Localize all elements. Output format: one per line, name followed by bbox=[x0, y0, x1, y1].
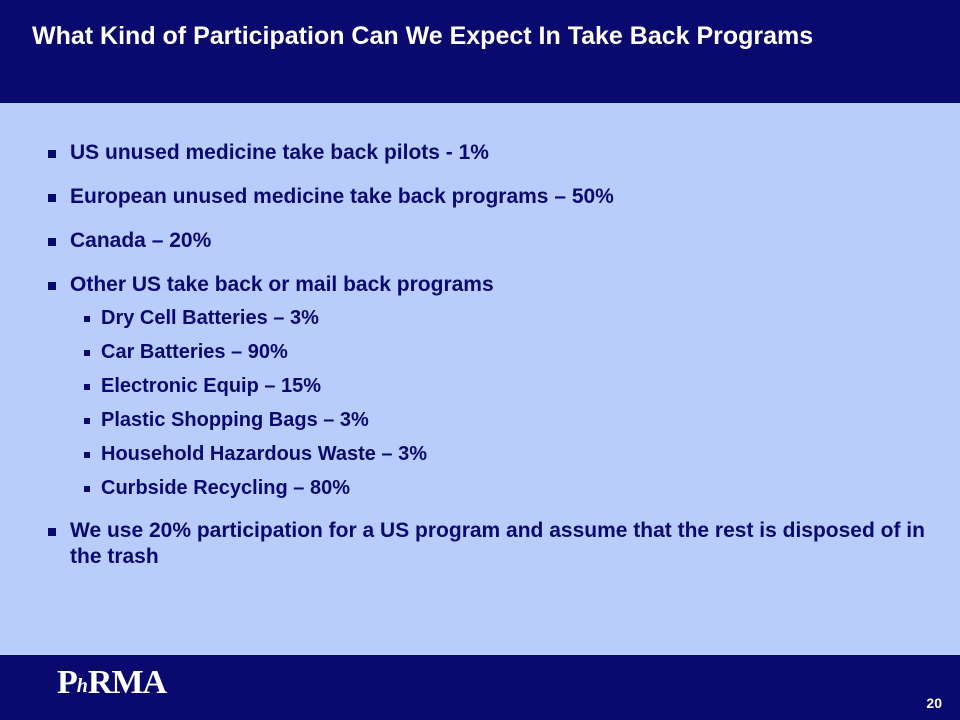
sub-bullet-text: Plastic Shopping Bags – 3% bbox=[101, 409, 369, 431]
sub-bullet-text: Curbside Recycling – 80% bbox=[101, 477, 350, 499]
square-bullet-icon bbox=[84, 418, 90, 424]
sub-bullet-item: Car Batteries – 90% bbox=[70, 340, 926, 364]
bullet-text: Other US take back or mail back programs bbox=[70, 273, 494, 296]
sub-bullet-item: Dry Cell Batteries – 3% bbox=[70, 306, 926, 330]
bullet-item: Canada – 20% bbox=[46, 228, 926, 254]
sub-bullet-text: Dry Cell Batteries – 3% bbox=[101, 307, 319, 329]
sub-bullet-text: Electronic Equip – 15% bbox=[101, 375, 322, 397]
content-area: US unused medicine take back pilots - 1%… bbox=[0, 103, 960, 655]
sub-bullet-item: Household Hazardous Waste – 3% bbox=[70, 442, 926, 466]
bullet-item: European unused medicine take back progr… bbox=[46, 184, 926, 210]
square-bullet-icon bbox=[48, 194, 56, 202]
sub-bullet-item: Plastic Shopping Bags – 3% bbox=[70, 408, 926, 432]
bullet-text: US unused medicine take back pilots - 1% bbox=[70, 141, 489, 164]
sub-bullet-item: Electronic Equip – 15% bbox=[70, 374, 926, 398]
square-bullet-icon bbox=[48, 238, 56, 246]
bullet-list: US unused medicine take back pilots - 1%… bbox=[46, 140, 926, 588]
phrma-logo: PhRMA bbox=[57, 664, 167, 701]
bullet-item: Other US take back or mail back programs… bbox=[46, 272, 926, 500]
bullet-item: US unused medicine take back pilots - 1% bbox=[46, 140, 926, 166]
header-bar: What Kind of Participation Can We Expect… bbox=[0, 0, 960, 103]
square-bullet-icon bbox=[84, 452, 90, 458]
bullet-text: European unused medicine take back progr… bbox=[70, 185, 614, 208]
sub-bullet-list: Dry Cell Batteries – 3% Car Batteries – … bbox=[70, 306, 926, 500]
square-bullet-icon bbox=[84, 316, 90, 322]
sub-bullet-text: Car Batteries – 90% bbox=[101, 341, 288, 363]
square-bullet-icon bbox=[84, 486, 90, 492]
footer-bar: PhRMA 20 bbox=[0, 655, 960, 720]
slide-title: What Kind of Participation Can We Expect… bbox=[32, 22, 814, 50]
square-bullet-icon bbox=[48, 528, 56, 536]
square-bullet-icon bbox=[84, 384, 90, 390]
page-number: 20 bbox=[926, 695, 942, 711]
sub-bullet-item: Curbside Recycling – 80% bbox=[70, 476, 926, 500]
bullet-text: Canada – 20% bbox=[70, 229, 212, 252]
square-bullet-icon bbox=[48, 282, 56, 290]
square-bullet-icon bbox=[48, 150, 56, 158]
sub-bullet-text: Household Hazardous Waste – 3% bbox=[101, 443, 427, 465]
square-bullet-icon bbox=[84, 350, 90, 356]
bullet-text: We use 20% participation for a US progra… bbox=[70, 519, 925, 568]
bullet-item: We use 20% participation for a US progra… bbox=[46, 518, 926, 570]
